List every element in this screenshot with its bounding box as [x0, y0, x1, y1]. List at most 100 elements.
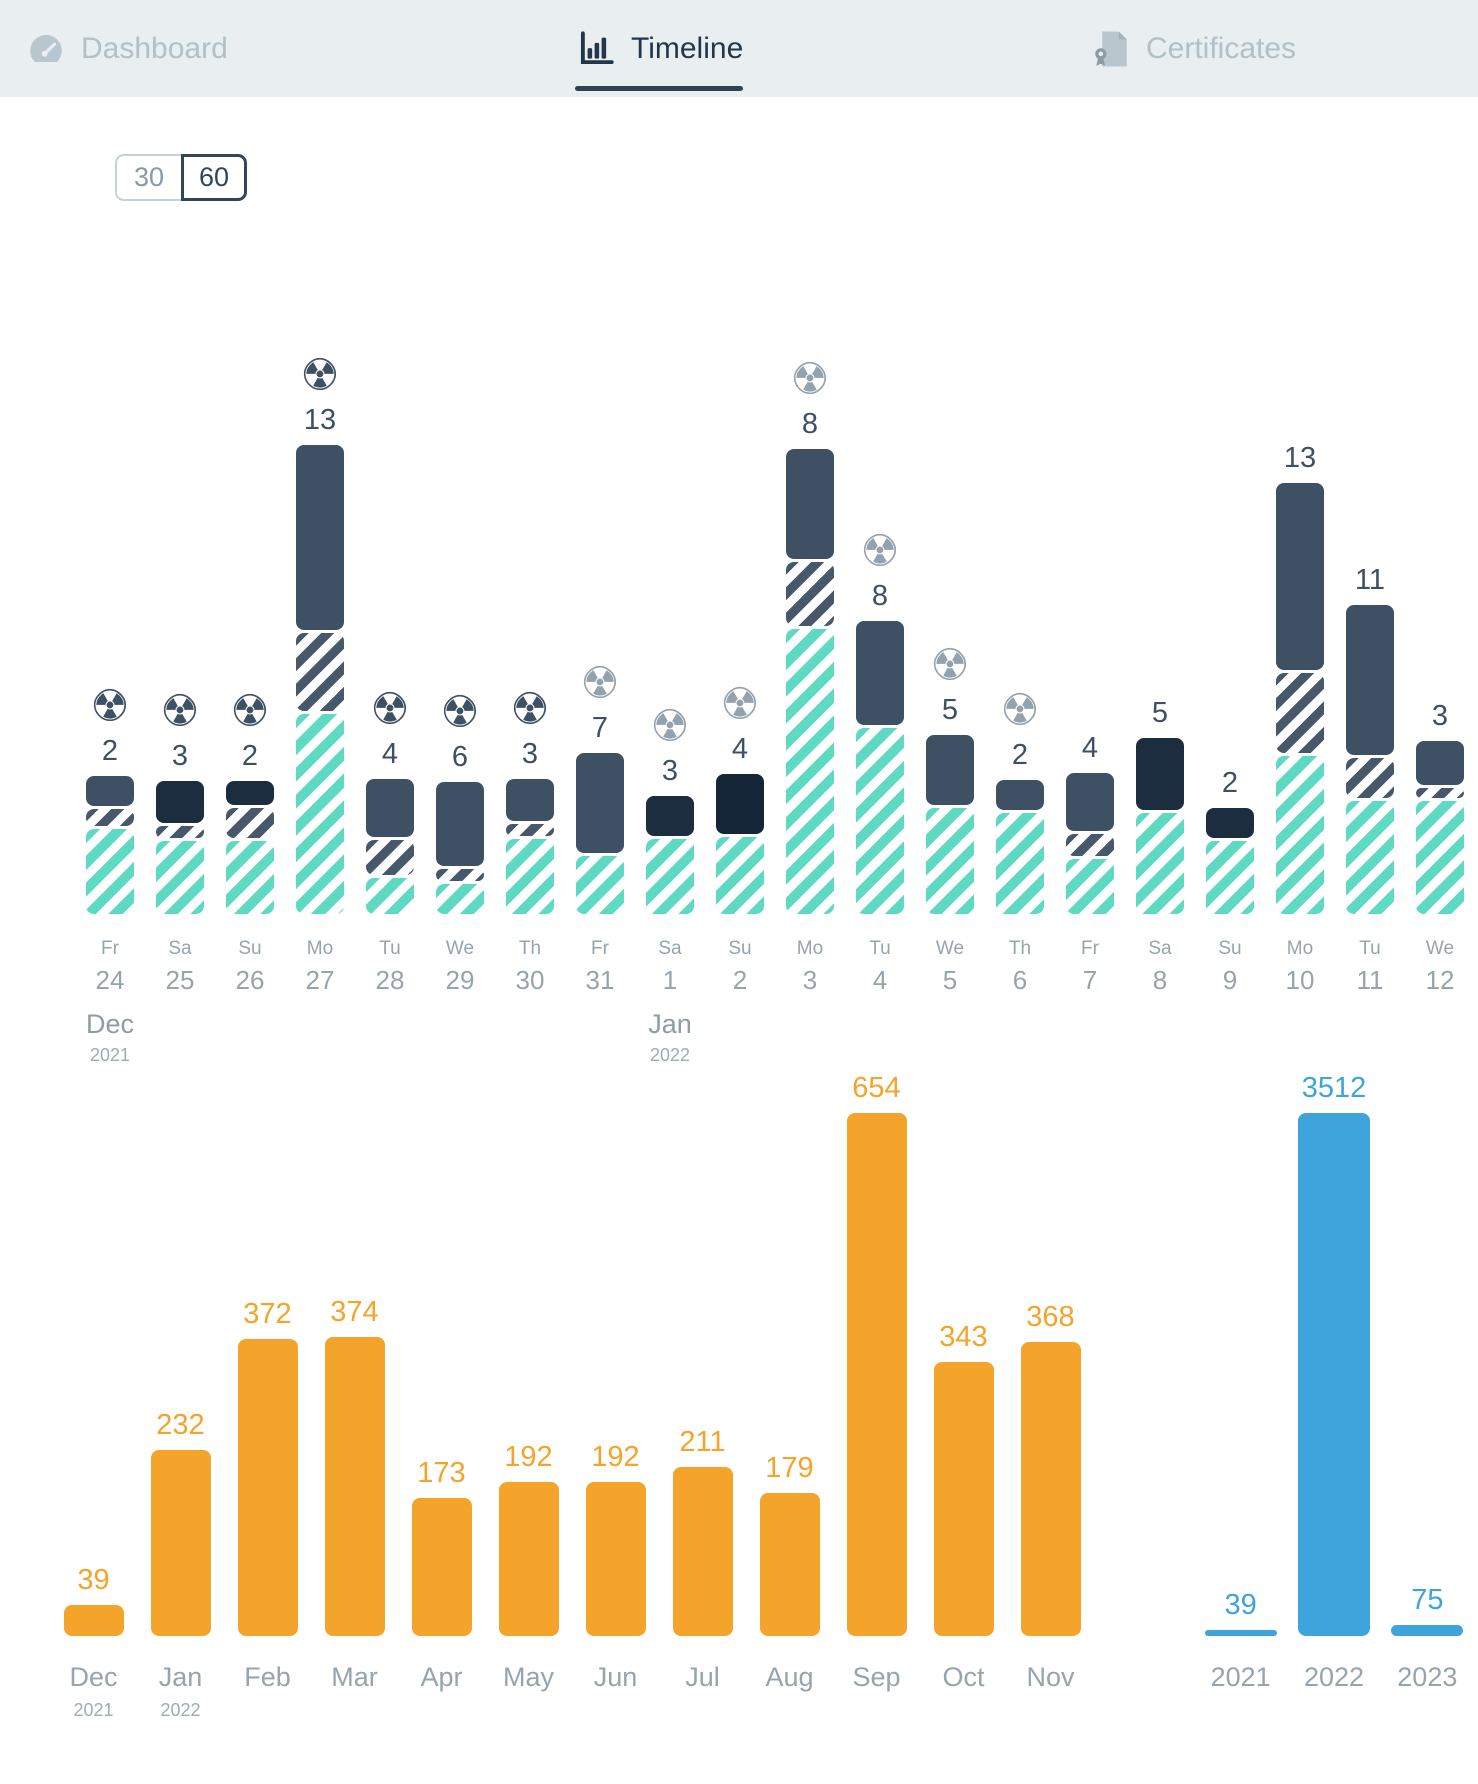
monthly-bar[interactable]: [1020, 1342, 1081, 1636]
daily-bar-tealhatch-segment[interactable]: [1136, 813, 1184, 914]
daily-bar-tealhatch-segment[interactable]: [646, 839, 694, 914]
daily-bar-stack[interactable]: [996, 780, 1044, 914]
daily-bar-darkhatch-segment[interactable]: [296, 633, 344, 711]
monthly-bar[interactable]: [411, 1498, 472, 1636]
daily-bar-solid-segment[interactable]: [366, 779, 414, 837]
daily-bar-stack[interactable]: [366, 779, 414, 914]
daily-bar-darkhatch-segment[interactable]: [436, 869, 484, 881]
daily-bar-solid-segment[interactable]: [856, 621, 904, 725]
daily-bar-tealhatch-segment[interactable]: [296, 714, 344, 914]
tab-timeline[interactable]: Timeline: [575, 0, 744, 97]
yearly-bar-column: 39 2021: [1194, 1589, 1287, 1746]
daily-bar-stack[interactable]: [646, 796, 694, 914]
daily-bar-solid-segment[interactable]: [1206, 808, 1254, 838]
daily-bar-solid-segment[interactable]: [646, 796, 694, 836]
monthly-bar[interactable]: [672, 1467, 733, 1636]
daily-bar-solid-segment[interactable]: [86, 776, 134, 806]
daily-bar-stack[interactable]: [436, 782, 484, 914]
daily-bar-tealhatch-segment[interactable]: [506, 839, 554, 914]
daily-bar-darkhatch-segment[interactable]: [786, 562, 834, 626]
daily-bar-solid-segment[interactable]: [226, 781, 274, 805]
daily-bar-tealhatch-segment[interactable]: [786, 629, 834, 914]
daily-bar-solid-segment[interactable]: [576, 753, 624, 853]
daily-bar-solid-segment[interactable]: [506, 779, 554, 821]
daily-bar-stack[interactable]: [1416, 741, 1464, 914]
daily-bar-solid-segment[interactable]: [786, 449, 834, 559]
daily-bar-darkhatch-segment[interactable]: [1416, 788, 1464, 798]
daily-bar-solid-segment[interactable]: [926, 735, 974, 805]
monthly-bar[interactable]: [933, 1362, 994, 1636]
daily-bar-darkhatch-segment[interactable]: [156, 826, 204, 838]
daily-bar-darkhatch-segment[interactable]: [86, 809, 134, 826]
daily-bar-stack[interactable]: [506, 779, 554, 914]
daily-bar-stack[interactable]: [716, 774, 764, 914]
daily-bar-tealhatch-segment[interactable]: [576, 856, 624, 914]
daily-bar-tealhatch-segment[interactable]: [926, 808, 974, 914]
daily-bar-darkhatch-segment[interactable]: [366, 840, 414, 875]
daily-bar-stack[interactable]: [156, 781, 204, 914]
monthly-bar[interactable]: [63, 1605, 124, 1636]
yearly-bar[interactable]: [1204, 1630, 1277, 1636]
tab-certificates[interactable]: Certificates: [1090, 0, 1296, 97]
daily-bar-solid-segment[interactable]: [1276, 483, 1324, 670]
daily-bar-stack[interactable]: [1276, 483, 1324, 914]
daily-bar-stack[interactable]: [226, 781, 274, 914]
daily-bar-tealhatch-segment[interactable]: [1206, 841, 1254, 914]
daily-bar-value: 5: [941, 694, 959, 726]
daily-bar-stack[interactable]: [1346, 605, 1394, 914]
month-label: 2023: [1397, 1662, 1458, 1692]
monthly-bar[interactable]: [585, 1482, 646, 1636]
daily-axis-label: Th 30: [516, 914, 545, 1049]
daily-bar-darkhatch-segment[interactable]: [506, 824, 554, 836]
daily-bar-stack[interactable]: [856, 621, 904, 914]
tab-dashboard-label: Dashboard: [81, 31, 228, 65]
daily-bar-solid-segment[interactable]: [1136, 738, 1184, 810]
daily-bar-darkhatch-segment[interactable]: [1346, 758, 1394, 798]
daily-bar-tealhatch-segment[interactable]: [1276, 756, 1324, 914]
daily-bar-tealhatch-segment[interactable]: [716, 837, 764, 914]
daily-bar-tealhatch-segment[interactable]: [1346, 801, 1394, 914]
daily-bar-tealhatch-segment[interactable]: [996, 813, 1044, 914]
daily-bar-tealhatch-segment[interactable]: [156, 841, 204, 914]
daily-bar-stack[interactable]: [1066, 773, 1114, 914]
range-option-60[interactable]: 60: [181, 154, 247, 201]
daily-bar-solid-segment[interactable]: [296, 445, 344, 630]
monthly-bar-column: 179 Aug: [746, 1452, 833, 1746]
daily-bar-solid-segment[interactable]: [156, 781, 204, 823]
daily-bar-darkhatch-segment[interactable]: [226, 808, 274, 838]
monthly-bar[interactable]: [846, 1113, 907, 1636]
daily-bar-solid-segment[interactable]: [996, 780, 1044, 810]
monthly-bar[interactable]: [324, 1337, 385, 1636]
daily-bar-stack[interactable]: [1136, 738, 1184, 914]
daily-bar-tealhatch-segment[interactable]: [1066, 859, 1114, 914]
monthly-bar[interactable]: [759, 1493, 820, 1636]
daily-bar-tealhatch-segment[interactable]: [86, 829, 134, 914]
daily-bar-solid-segment[interactable]: [1066, 773, 1114, 831]
daily-bar-stack[interactable]: [926, 735, 974, 914]
range-option-30[interactable]: 30: [115, 154, 181, 201]
daily-bar-tealhatch-segment[interactable]: [436, 884, 484, 914]
daily-bar-solid-segment[interactable]: [436, 782, 484, 866]
daily-bar-tealhatch-segment[interactable]: [226, 841, 274, 914]
daily-bar-tealhatch-segment[interactable]: [1416, 801, 1464, 914]
daily-bar-solid-segment[interactable]: [716, 774, 764, 834]
yearly-bar[interactable]: [1297, 1113, 1370, 1636]
daily-bar-stack[interactable]: [576, 753, 624, 914]
monthly-bar[interactable]: [150, 1450, 211, 1636]
daily-bar-solid-segment[interactable]: [1346, 605, 1394, 755]
monthly-bar-axis-label: Oct: [942, 1636, 984, 1746]
month-label: Jan: [158, 1662, 203, 1692]
daily-bar-stack[interactable]: [786, 449, 834, 914]
daily-bar-tealhatch-segment[interactable]: [366, 878, 414, 914]
daily-bar-stack[interactable]: [1206, 808, 1254, 914]
daily-bar-darkhatch-segment[interactable]: [1066, 834, 1114, 856]
tab-dashboard[interactable]: Dashboard: [25, 0, 228, 97]
daily-bar-stack[interactable]: [86, 776, 134, 914]
monthly-bar[interactable]: [237, 1339, 298, 1636]
yearly-bar[interactable]: [1391, 1625, 1464, 1636]
daily-bar-solid-segment[interactable]: [1416, 741, 1464, 785]
daily-bar-tealhatch-segment[interactable]: [856, 728, 904, 914]
daily-bar-stack[interactable]: [296, 445, 344, 914]
daily-bar-darkhatch-segment[interactable]: [1276, 673, 1324, 753]
monthly-bar[interactable]: [498, 1482, 559, 1636]
